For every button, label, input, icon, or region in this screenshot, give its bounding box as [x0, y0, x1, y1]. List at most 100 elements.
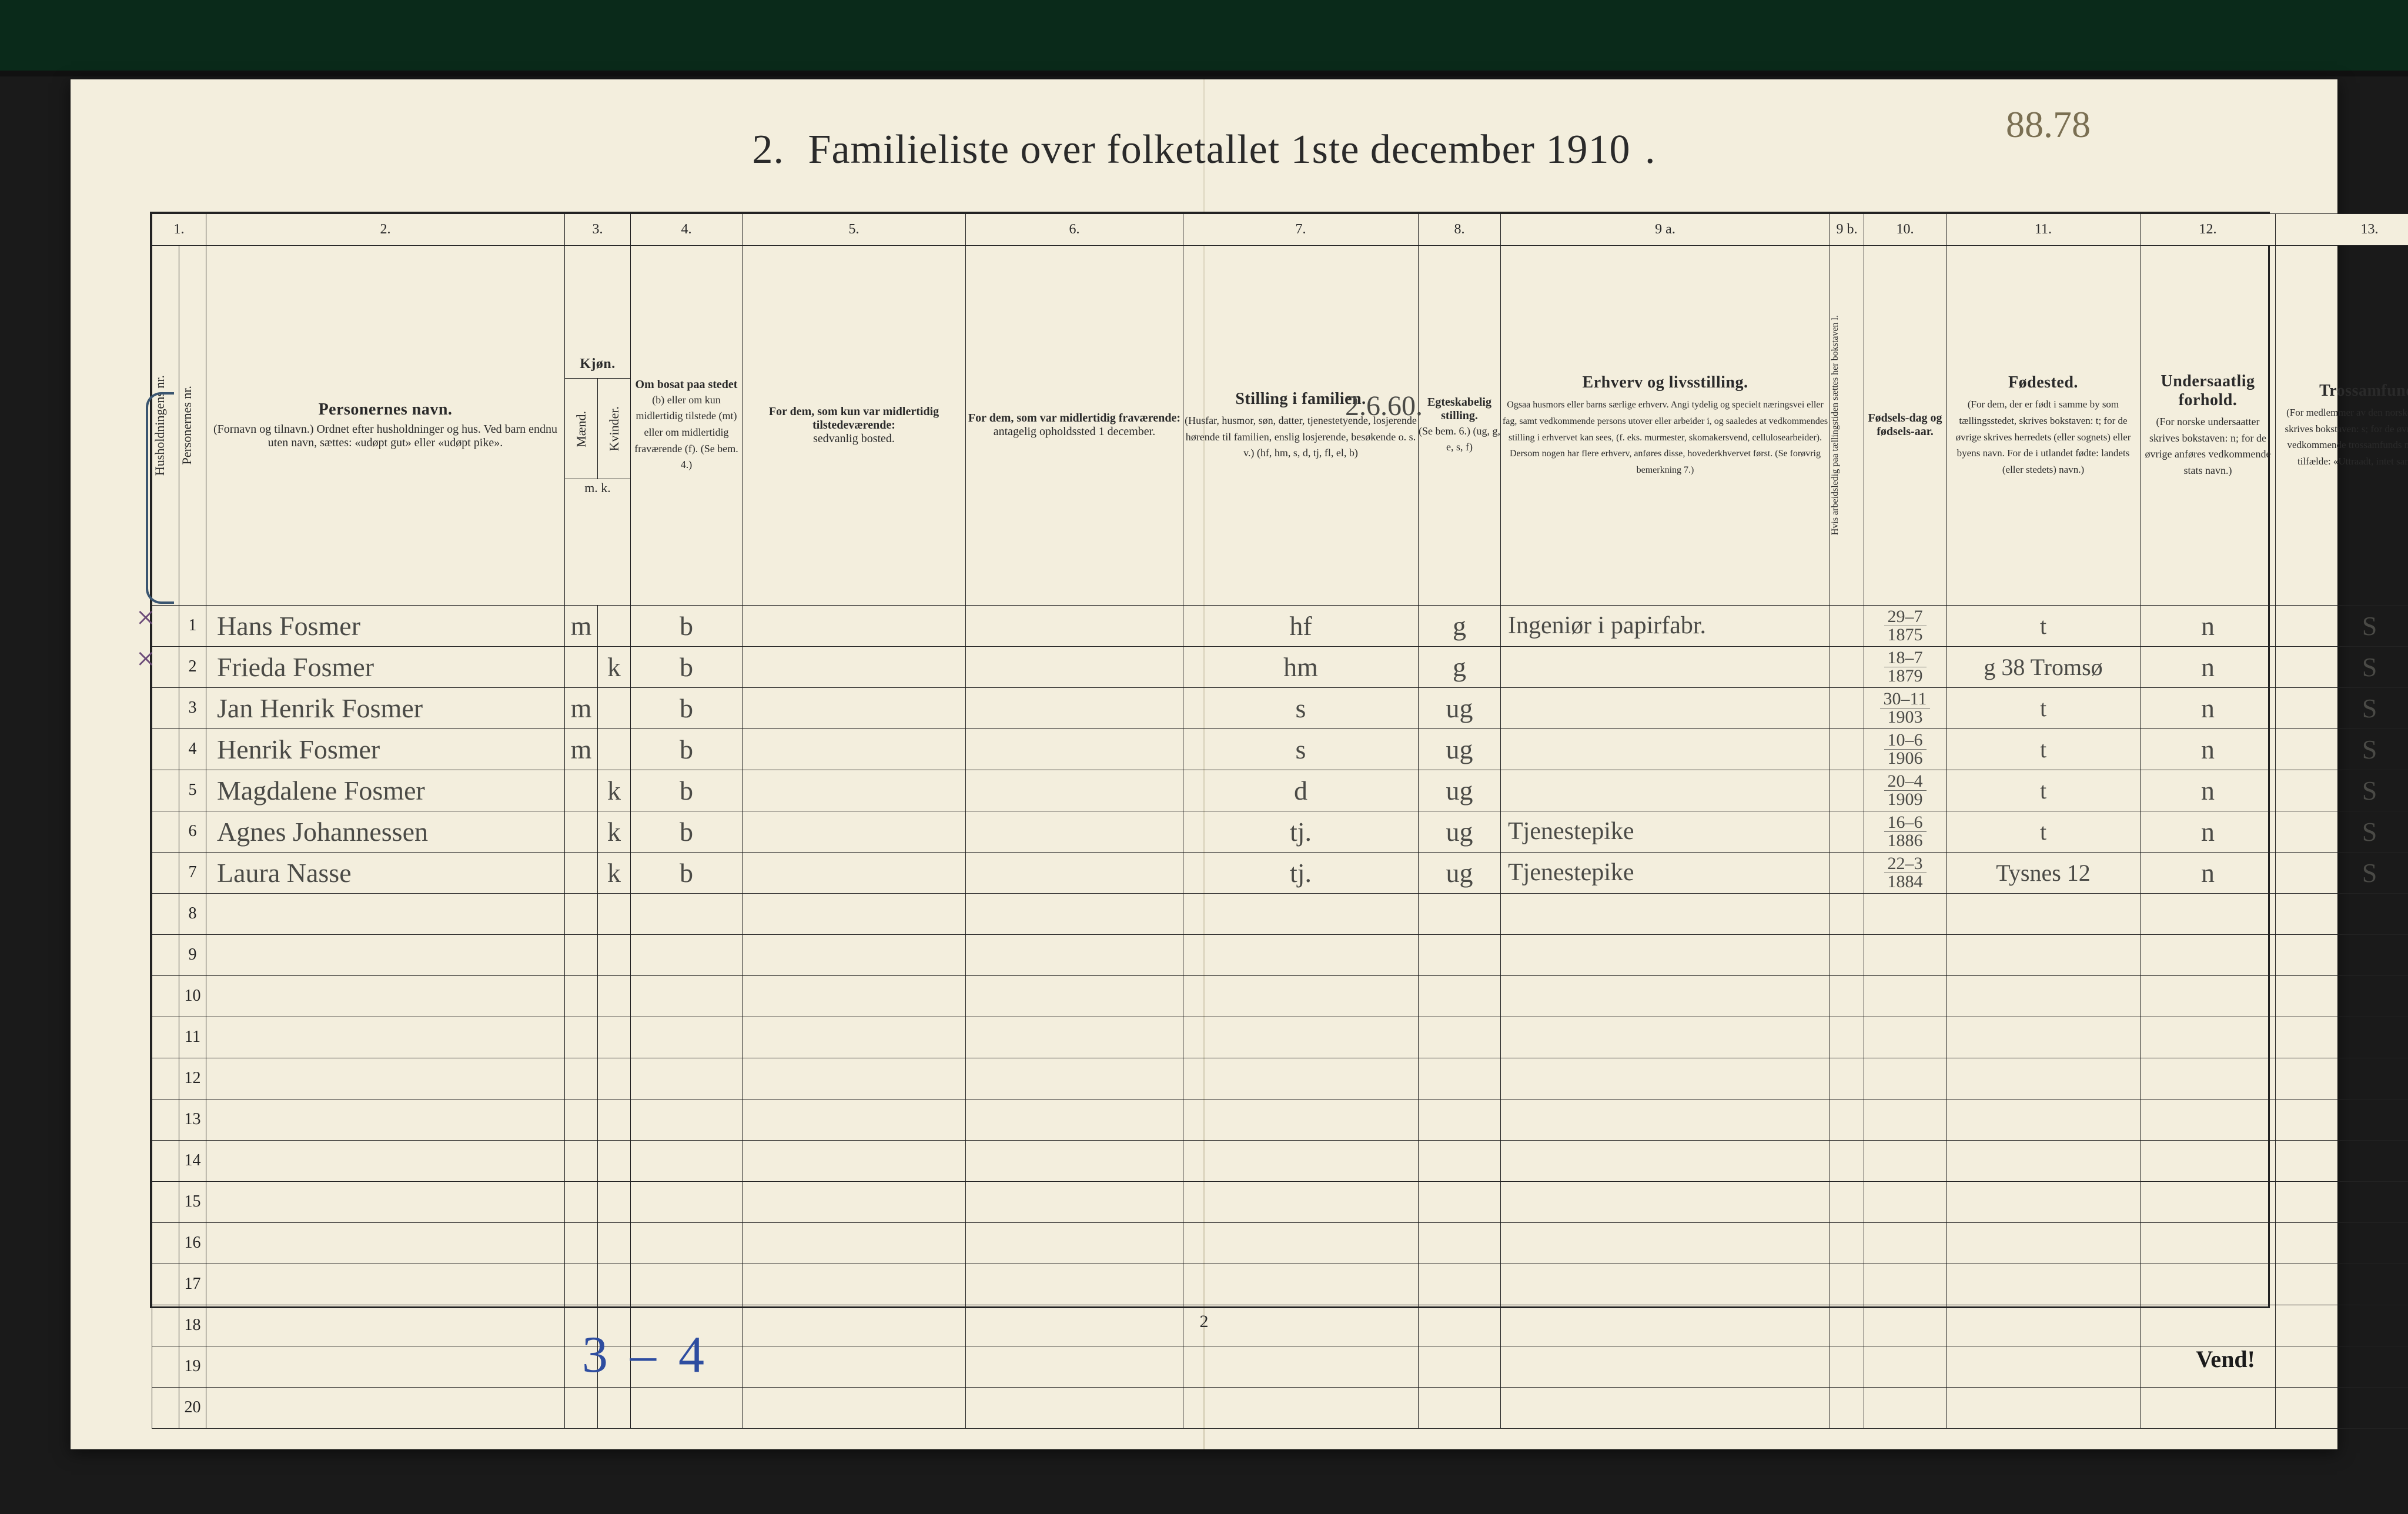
cell — [966, 1181, 1183, 1222]
cell — [1419, 1305, 1501, 1346]
table-row: 5Magdalene Fosmerkbdug20–41909tnS — [152, 770, 2408, 811]
cell: S — [2276, 605, 2408, 646]
title-period: . — [1645, 127, 1656, 172]
cell — [565, 1181, 598, 1222]
cell — [966, 770, 1183, 811]
cell: b — [631, 646, 743, 687]
cell — [1830, 1222, 1864, 1264]
cell: ug — [1419, 687, 1501, 728]
cell — [206, 934, 565, 975]
cell — [565, 770, 598, 811]
cell — [565, 1140, 598, 1181]
cell — [1830, 1058, 1864, 1099]
cell — [598, 687, 631, 728]
cell: Jan Henrik Fosmer — [206, 687, 565, 728]
cell — [1830, 646, 1864, 687]
colnum-11: 11. — [1947, 214, 2141, 246]
cell: m — [565, 687, 598, 728]
cell: Henrik Fosmer — [206, 728, 565, 770]
cell: g — [1419, 646, 1501, 687]
cell: 6 — [179, 811, 206, 852]
cell — [2276, 893, 2408, 934]
cell — [1864, 1058, 1947, 1099]
colnum-13: 13. — [2276, 214, 2408, 246]
cell — [966, 1140, 1183, 1181]
cell — [2141, 1305, 2276, 1346]
cell — [206, 1099, 565, 1140]
cell — [1830, 975, 1864, 1017]
cell — [2141, 1181, 2276, 1222]
cell: k — [598, 770, 631, 811]
cell — [1947, 975, 2141, 1017]
cell: ug — [1419, 852, 1501, 893]
cell — [743, 1264, 966, 1305]
cell — [1501, 1222, 1830, 1264]
cell — [565, 1017, 598, 1058]
cell — [152, 1264, 179, 1305]
cell — [1183, 1099, 1419, 1140]
colnum-4: 4. — [631, 214, 743, 246]
cell — [565, 646, 598, 687]
cell: n — [2141, 687, 2276, 728]
hdr-temp-absent: For dem, som var midlertidig fraværende:… — [966, 246, 1183, 606]
cell — [598, 1058, 631, 1099]
cell — [598, 893, 631, 934]
cell — [1419, 1140, 1501, 1181]
cell — [2276, 1387, 2408, 1428]
cell — [598, 605, 631, 646]
cell — [2141, 893, 2276, 934]
cell — [1864, 1305, 1947, 1346]
cell: S — [2276, 728, 2408, 770]
cell — [743, 1058, 966, 1099]
cell — [1830, 605, 1864, 646]
table-row: 19 — [152, 1346, 2408, 1387]
cell — [1830, 893, 1864, 934]
cell: 16 — [179, 1222, 206, 1264]
document-page: 88.78 2. Familieliste over folketallet 1… — [71, 79, 2337, 1449]
cell — [1501, 1387, 1830, 1428]
cell — [1864, 1387, 1947, 1428]
cell — [206, 1140, 565, 1181]
cell — [565, 852, 598, 893]
census-table: 1. 2. 3. 4. 5. 6. 7. 8. 9 a. 9 b. 10. 11… — [152, 213, 2408, 1429]
cell: Tjenestepike — [1501, 852, 1830, 893]
cell — [565, 893, 598, 934]
cell: 19 — [179, 1346, 206, 1387]
cell — [1830, 1305, 1864, 1346]
hdr-pers-nr: Personernes nr. — [179, 246, 206, 606]
cell — [1830, 852, 1864, 893]
cell — [631, 1387, 743, 1428]
hdr-temp-present: For dem, som kun var midlertidig tilsted… — [743, 246, 966, 606]
colnum-9b: 9 b. — [1830, 214, 1864, 246]
cell: 17 — [179, 1264, 206, 1305]
cell — [1947, 1222, 2141, 1264]
cell — [743, 1387, 966, 1428]
page-title: 2. Familieliste over folketallet 1ste de… — [71, 126, 2337, 173]
cell — [743, 1140, 966, 1181]
column-number-row: 1. 2. 3. 4. 5. 6. 7. 8. 9 a. 9 b. 10. 11… — [152, 214, 2408, 246]
cell — [1947, 1099, 2141, 1140]
cell: 14 — [179, 1140, 206, 1181]
cell — [966, 1099, 1183, 1140]
cell — [565, 1387, 598, 1428]
cell — [1183, 1222, 1419, 1264]
cell: g — [1419, 605, 1501, 646]
cell: b — [631, 605, 743, 646]
cell — [2276, 1017, 2408, 1058]
cell — [966, 1387, 1183, 1428]
cell: S — [2276, 852, 2408, 893]
cell — [743, 975, 966, 1017]
cell: Laura Nasse — [206, 852, 565, 893]
cell: Magdalene Fosmer — [206, 770, 565, 811]
cell: b — [631, 852, 743, 893]
cell — [2276, 1264, 2408, 1305]
cell — [1419, 1387, 1501, 1428]
cell — [565, 1222, 598, 1264]
cell: ug — [1419, 811, 1501, 852]
cell — [2141, 1222, 2276, 1264]
cell — [1947, 893, 2141, 934]
x-mark-row6: × — [136, 599, 155, 637]
table-row: 8 — [152, 893, 2408, 934]
cell — [631, 1222, 743, 1264]
cell — [966, 1058, 1183, 1099]
